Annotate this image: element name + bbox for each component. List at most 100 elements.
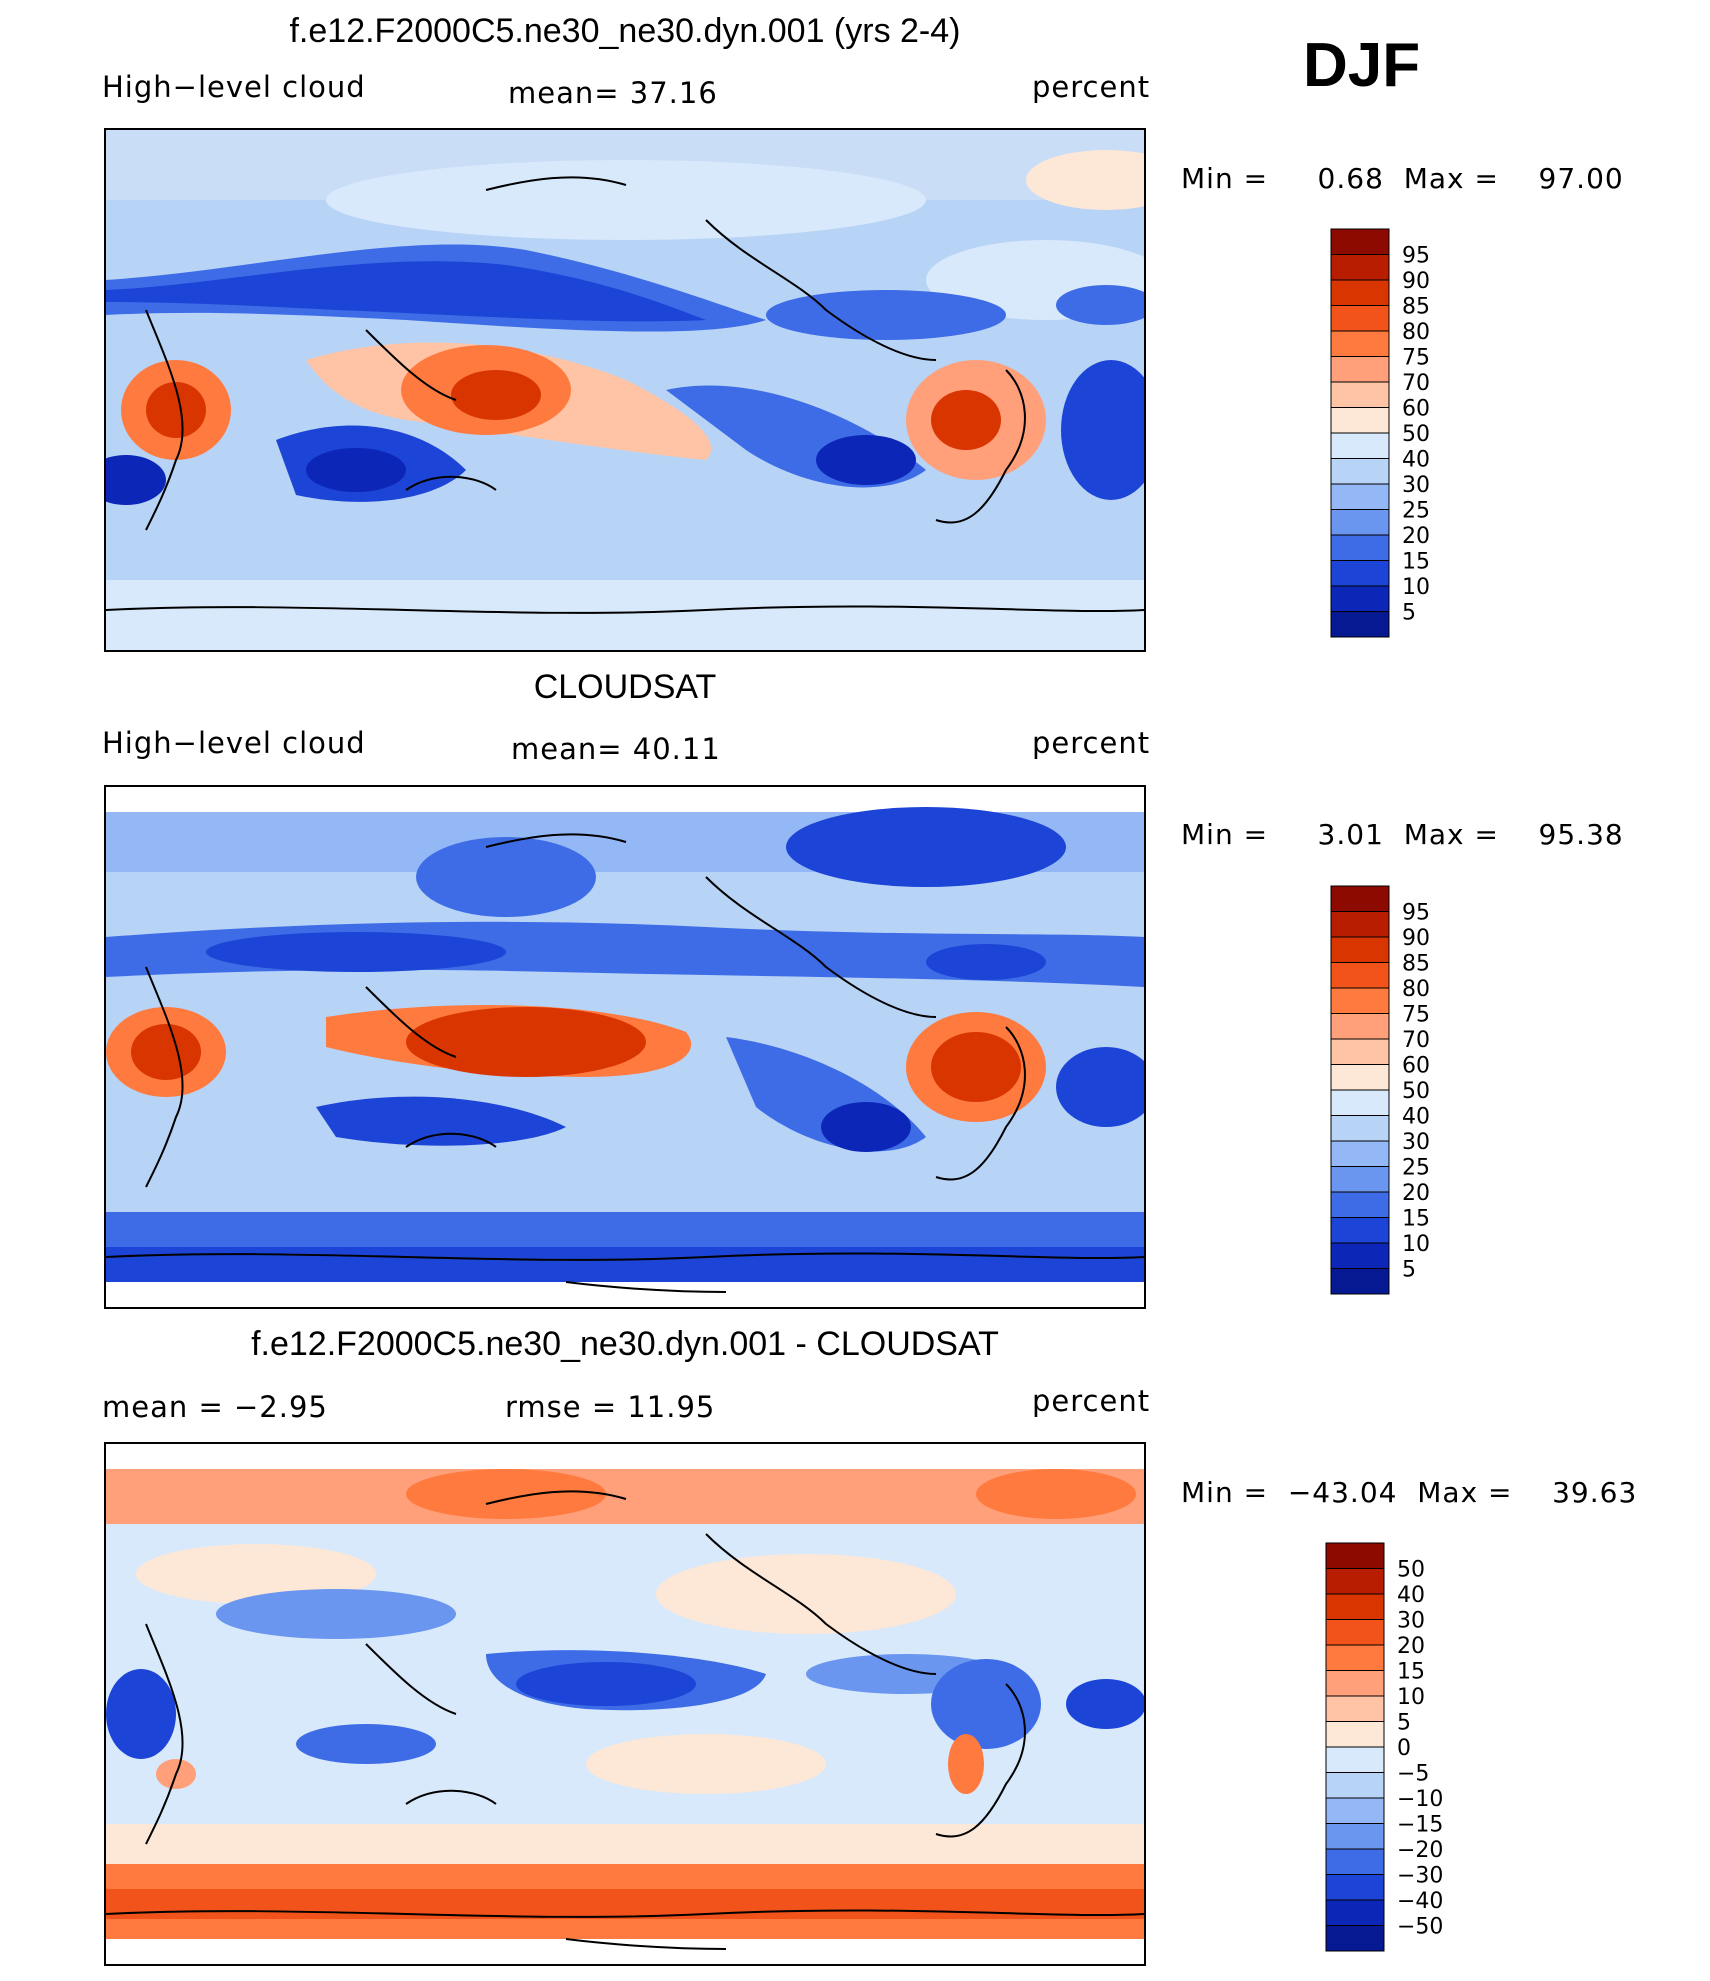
- colorbar-swatch: [1330, 1038, 1390, 1065]
- colorbar-swatch: [1330, 228, 1390, 255]
- colorbar-level-label: 50: [1397, 1558, 1425, 1583]
- field-patch: [416, 837, 596, 917]
- field-arctic-band: [106, 1469, 1144, 1524]
- panel-2-map: [104, 785, 1146, 1309]
- colorbar-swatch: [1330, 305, 1390, 332]
- colorbar-level-label: 95: [1402, 901, 1430, 926]
- colorbar-swatch: [1325, 1874, 1385, 1901]
- colorbar-swatch: [1325, 1568, 1385, 1595]
- colorbar-swatch: [1325, 1899, 1385, 1926]
- panel-1-title: f.e12.F2000C5.ne30_ne30.dyn.001 (yrs 2-4…: [289, 12, 961, 50]
- coastlines: [145, 176, 1026, 531]
- colorbar-level-label: −15: [1397, 1813, 1443, 1838]
- colorbar-level-label: 40: [1397, 1583, 1425, 1608]
- field-patch: [1056, 285, 1144, 325]
- colorbar-swatch: [1330, 1191, 1390, 1218]
- field-amazon-dry: [931, 1659, 1041, 1749]
- colorbar-swatch: [1330, 585, 1390, 612]
- colorbar-level-label: 70: [1402, 371, 1430, 396]
- colorbar-swatch: [1330, 407, 1390, 434]
- field-band-south: [316, 1096, 566, 1146]
- colorbar-level-label: 50: [1402, 422, 1430, 447]
- colorbar-swatch: [1325, 1695, 1385, 1722]
- field-band-south-core: [306, 448, 406, 492]
- colorbar-level-label: 20: [1397, 1634, 1425, 1659]
- coastline-ross: [565, 1281, 727, 1293]
- colorbar-level-label: 20: [1402, 1181, 1430, 1206]
- field-atlantic-dry: [1061, 360, 1144, 500]
- colorbar-level-label: 75: [1402, 1003, 1430, 1028]
- field-patch: [766, 290, 1006, 340]
- colorbar-level-label: 70: [1402, 1028, 1430, 1053]
- field-patch: [586, 1734, 826, 1794]
- field-band-north-core: [106, 261, 706, 322]
- colorbar-swatch: [1330, 611, 1390, 638]
- panel-1-colorbar: 95 90 85 80 75 70 60 50 40 30 25 20 15 10 5: [1330, 228, 1430, 638]
- coastline-ross: [565, 1938, 727, 1950]
- colorbar-level-label: 10: [1402, 1232, 1430, 1257]
- colorbar-swatch: [1325, 1797, 1385, 1824]
- colorbar-swatch: [1330, 1268, 1390, 1295]
- coastline-antarctica: [106, 1252, 1144, 1261]
- panel-2-minmax: Min = 3.01 Max = 95.38: [1181, 818, 1624, 851]
- colorbar-swatch: [1325, 1772, 1385, 1799]
- field-amazon-core: [931, 1032, 1021, 1102]
- colorbar-level-label: 50: [1402, 1079, 1430, 1104]
- colorbar-swatch: [1330, 432, 1390, 459]
- panel-2-mean: mean= 40.11: [511, 732, 721, 766]
- colorbar-level-label: 25: [1402, 1156, 1430, 1181]
- colorbar-swatch: [1330, 330, 1390, 357]
- field-amazon-core: [931, 390, 1001, 450]
- field-patch: [926, 944, 1046, 980]
- coastlines: [145, 1490, 1026, 1845]
- field-patch: [948, 1734, 984, 1794]
- coastline-antarctica: [106, 605, 1144, 614]
- field-band: [216, 1589, 456, 1639]
- panel-1-units: percent: [1032, 70, 1151, 104]
- colorbar-level-label: 80: [1402, 320, 1430, 345]
- colorbar-level-label: 15: [1402, 1207, 1430, 1232]
- field-pacific-dry-core: [816, 435, 916, 485]
- colorbar-swatch: [1330, 962, 1390, 989]
- field-patch: [106, 1669, 176, 1759]
- colorbar-swatch: [1325, 1670, 1385, 1697]
- colorbar-swatch: [1330, 534, 1390, 561]
- field-patch: [786, 807, 1066, 887]
- panel-2-title: CLOUDSAT: [533, 668, 717, 706]
- panel-3-rmse: rmse = 11.95: [505, 1390, 716, 1424]
- colorbar-level-label: −50: [1397, 1915, 1443, 1940]
- colorbar-level-label: 60: [1402, 397, 1430, 422]
- field-southern-ocean-core: [106, 1247, 1144, 1282]
- colorbar-swatch: [1330, 483, 1390, 510]
- colorbar-level-label: 90: [1402, 926, 1430, 951]
- coastlines: [145, 833, 1026, 1188]
- season-label: DJF: [1303, 31, 1421, 100]
- colorbar-swatch: [1330, 381, 1390, 408]
- colorbar-level-label: −20: [1397, 1838, 1443, 1863]
- panel-1-mean: mean= 37.16: [508, 76, 718, 110]
- panel-1-minmax: Min = 0.68 Max = 97.00: [1181, 162, 1624, 195]
- colorbar-level-label: 95: [1402, 244, 1430, 269]
- panel-2-field: [106, 807, 1144, 1293]
- colorbar-level-label: 25: [1402, 499, 1430, 524]
- colorbar-swatch: [1330, 254, 1390, 281]
- panel-3-map: [104, 1442, 1146, 1966]
- colorbar-level-label: 75: [1402, 346, 1430, 371]
- colorbar-level-label: 10: [1397, 1685, 1425, 1710]
- panel-1-variable: High−level cloud: [102, 70, 366, 104]
- colorbar-swatch: [1330, 458, 1390, 485]
- colorbar-swatch: [1325, 1848, 1385, 1875]
- field-patch: [1066, 1679, 1144, 1729]
- panel-2-variable: High−level cloud: [102, 726, 366, 760]
- panel-3-colorbar: 50 40 30 20 15 10 5 0 −5 −10 −15 −20 −30 −40 −50: [1325, 1542, 1443, 1952]
- colorbar-swatch: [1325, 1823, 1385, 1850]
- colorbar-level-label: 15: [1402, 550, 1430, 575]
- panel-1-map: [104, 128, 1146, 652]
- colorbar-swatch: [1325, 1542, 1385, 1569]
- colorbar-swatch: [1330, 279, 1390, 306]
- colorbar-swatch: [1325, 1644, 1385, 1671]
- panel-2-colorbar: 95 90 85 80 75 70 60 50 40 30 25 20 15 10 5: [1330, 885, 1430, 1295]
- colorbar-level-label: −5: [1397, 1762, 1429, 1787]
